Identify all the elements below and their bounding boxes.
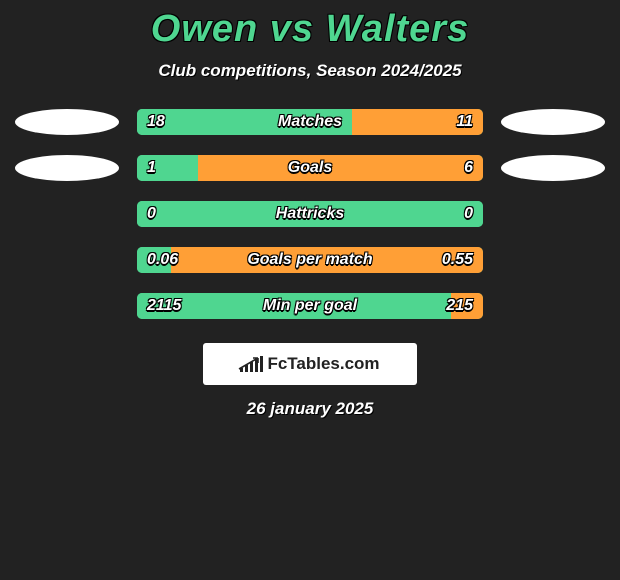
date-label: 26 january 2025: [0, 399, 620, 419]
logo-box: FcTables.com: [203, 343, 417, 385]
right-ellipse-icon: [501, 293, 605, 319]
stat-bar: 18 Matches 11: [137, 109, 483, 135]
left-ellipse-icon: [15, 155, 119, 181]
right-value: 215: [446, 297, 473, 315]
right-ellipse-icon: [501, 201, 605, 227]
left-value: 2115: [147, 297, 181, 315]
left-value: 0: [147, 205, 156, 223]
stat-bar: 0.06 Goals per match 0.55: [137, 247, 483, 273]
stat-rows: 18Matches111Goals60Hattricks00.06Goals p…: [0, 109, 620, 319]
left-ellipse-icon: [15, 201, 119, 227]
left-value: 1: [147, 159, 156, 177]
stat-row: 18 Matches 11: [0, 109, 620, 135]
subtitle: Club competitions, Season 2024/2025: [0, 61, 620, 81]
stat-label: Min per goal: [263, 297, 357, 315]
left-value: 0.06: [147, 251, 178, 269]
stat-row: 2115 Min per goal 215: [0, 293, 620, 319]
stat-bar: 1 Goals 6: [137, 155, 483, 181]
right-value: 0: [464, 205, 473, 223]
left-ellipse-icon: [15, 293, 119, 319]
stat-label: Hattricks: [276, 205, 344, 223]
stat-row: 1 Goals 6: [0, 155, 620, 181]
logo-bars-icon: [240, 356, 263, 372]
logo-text: FcTables.com: [267, 354, 379, 374]
right-ellipse-icon: [501, 247, 605, 273]
right-value: 11: [456, 113, 473, 131]
stat-row: 0.06 Goals per match 0.55: [0, 247, 620, 273]
stat-row: 0 Hattricks 0: [0, 201, 620, 227]
left-ellipse-icon: [15, 247, 119, 273]
stat-label: Matches: [278, 113, 342, 131]
right-ellipse-icon: [501, 109, 605, 135]
left-ellipse-icon: [15, 109, 119, 135]
right-value: 0.55: [442, 251, 473, 269]
stat-bar: 0 Hattricks 0: [137, 201, 483, 227]
stat-label: Goals: [288, 159, 332, 177]
right-ellipse-icon: [501, 155, 605, 181]
bar-right-segment: [198, 155, 483, 181]
left-value: 18: [147, 113, 165, 131]
right-value: 6: [464, 159, 473, 177]
page-title: Owen vs Walters: [0, 8, 620, 51]
stat-label: Goals per match: [247, 251, 372, 269]
chart-container: Owen vs Walters Club competitions, Seaso…: [0, 0, 620, 419]
stat-bar: 2115 Min per goal 215: [137, 293, 483, 319]
